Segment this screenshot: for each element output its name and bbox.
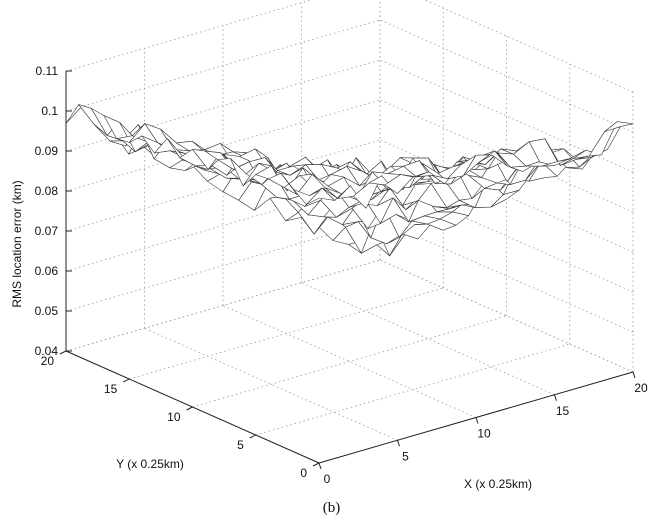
x-axis-label: X (x 0.25km)	[464, 477, 532, 491]
z-tick-label: 0.09	[35, 144, 59, 158]
floor-gridline	[129, 287, 444, 380]
y-tick-label: 20	[41, 354, 55, 368]
side-wall-gridline	[379, 259, 634, 373]
y-tick-mark	[123, 378, 130, 383]
floor-gridline	[192, 315, 507, 408]
x-tick-mark	[475, 417, 479, 424]
back-wall-gridline	[65, 179, 381, 272]
floor-gridline	[255, 343, 570, 436]
surface-plot: 05101520051015200.040.050.060.070.080.09…	[10, 0, 648, 491]
x-tick-label: 10	[477, 427, 491, 441]
y-tick-mark	[312, 462, 320, 467]
y-tick-label: 10	[167, 410, 181, 424]
y-tick-mark	[186, 406, 193, 411]
floor-gridline	[144, 327, 398, 441]
x-tick-label: 0	[324, 472, 331, 486]
z-tick-label: 0.04	[35, 344, 59, 358]
side-wall-gridline	[379, 99, 634, 213]
z-axis-label: RMS location error (km)	[10, 180, 24, 307]
z-tick-label: 0.05	[35, 304, 59, 318]
floor-gridline	[301, 282, 555, 396]
y-tick-mark	[59, 350, 67, 355]
x-tick-label: 20	[634, 381, 648, 395]
z-tick-label: 0.08	[35, 184, 59, 198]
x-tick-label: 15	[556, 404, 570, 418]
x-tick-mark	[554, 394, 557, 401]
surface-mesh	[65, 104, 634, 257]
y-axis-label: Y (x 0.25km)	[116, 457, 184, 471]
back-wall-gridline	[65, 259, 381, 352]
side-wall-gridline	[379, 219, 634, 333]
floor-gridline	[222, 305, 477, 418]
y-tick-label: 0	[300, 466, 307, 480]
back-wall-gridline	[65, 219, 381, 312]
z-tick-label: 0.06	[35, 264, 59, 278]
figure-caption: (b)	[322, 500, 341, 516]
axis-ticks: 05101520051015200.040.050.060.070.080.09…	[35, 64, 648, 486]
side-wall-gridline	[379, 19, 634, 133]
y-tick-label: 15	[104, 382, 118, 396]
x-tick-label: 5	[402, 449, 409, 463]
x-tick-mark	[632, 371, 636, 379]
surface-mesh-cell	[604, 121, 634, 132]
back-wall-gridline	[65, 0, 313, 72]
y-tick-label: 5	[237, 438, 244, 452]
z-tick-label: 0.1	[41, 104, 58, 118]
x-tick-mark	[397, 440, 400, 447]
side-wall-gridline	[424, 0, 634, 93]
z-tick-label: 0.11	[36, 64, 59, 78]
z-tick-label: 0.07	[35, 224, 59, 238]
back-wall-gridline	[65, 19, 381, 112]
x-tick-mark	[318, 462, 322, 470]
y-tick-mark	[249, 434, 256, 439]
